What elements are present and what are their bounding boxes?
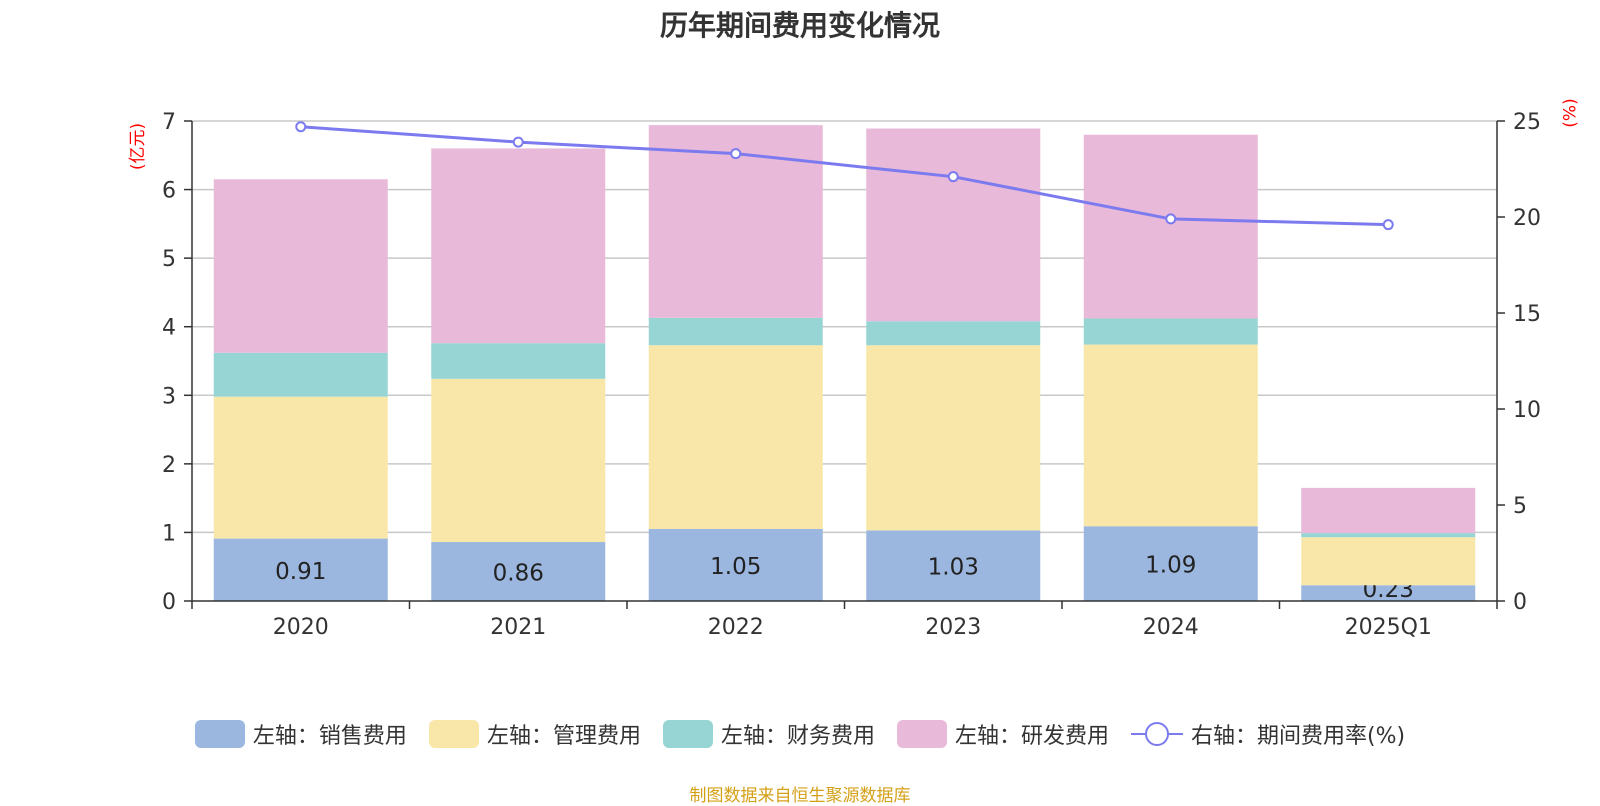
bar-segment-0-2025Q1 bbox=[1301, 585, 1476, 601]
bar-segment-2-2021 bbox=[431, 343, 606, 379]
bar-segment-3-2024 bbox=[1083, 134, 1258, 319]
data-source-note: 制图数据来自恒生聚源数据库 bbox=[689, 786, 911, 806]
bar-segment-2-2024 bbox=[1083, 318, 1258, 345]
bar-segment-2-2023 bbox=[866, 321, 1041, 346]
bar-segment-1-2023 bbox=[866, 345, 1041, 531]
legend-label-rnd: 左轴：研发费用 bbox=[954, 724, 1109, 749]
bar-data-label: 0.86 bbox=[493, 561, 544, 587]
rate-point bbox=[1165, 213, 1177, 225]
bar-segment-1-2021 bbox=[431, 378, 606, 543]
chart-title: 历年期间费用变化情况 bbox=[659, 9, 940, 42]
bar-segment-1-2025Q1 bbox=[1301, 537, 1476, 586]
rate-line bbox=[300, 125, 1389, 227]
rate-point bbox=[730, 148, 742, 160]
left-tick-label: 6 bbox=[162, 179, 176, 204]
x-tick-label: 2020 bbox=[273, 615, 329, 640]
bar-segment-3-2020 bbox=[213, 179, 388, 353]
bar-segment-0-2023 bbox=[866, 530, 1041, 601]
bar-segment-0-2022 bbox=[648, 529, 823, 601]
bar-segment-0-2020 bbox=[213, 538, 388, 601]
bar-segment-0-2024 bbox=[1083, 526, 1258, 601]
bar-data-label: 1.09 bbox=[1145, 553, 1196, 579]
left-tick-label: 4 bbox=[162, 316, 176, 341]
legend-item-admin[interactable]: 左轴：管理费用 bbox=[428, 718, 641, 750]
right-tick-label: 0 bbox=[1513, 590, 1527, 615]
bar-segment-3-2021 bbox=[431, 148, 606, 344]
x-tick-label: 2025Q1 bbox=[1345, 615, 1432, 640]
legend: 左轴：销售费用 左轴：管理费用 左轴：财务费用 左轴：研发费用 右轴：期间费用率… bbox=[0, 718, 1600, 750]
legend-swatch-admin bbox=[428, 720, 479, 748]
legend-item-rate[interactable]: 右轴：期间费用率(%) bbox=[1130, 718, 1406, 750]
right-tick-label: 5 bbox=[1513, 494, 1527, 519]
legend-label-admin: 左轴：管理费用 bbox=[486, 724, 641, 749]
legend-label-rate: 右轴：期间费用率(%) bbox=[1190, 724, 1406, 749]
bar-data-label: 1.03 bbox=[928, 555, 979, 581]
left-tick-label: 2 bbox=[162, 453, 176, 478]
left-tick-label: 1 bbox=[162, 521, 176, 546]
legend-label-finance: 左轴：财务费用 bbox=[720, 724, 875, 749]
legend-swatch-rnd bbox=[896, 720, 947, 748]
bar-segment-0-2021 bbox=[431, 542, 606, 601]
bar-data-label: 0.91 bbox=[275, 559, 326, 585]
legend-swatch-finance bbox=[662, 720, 713, 748]
left-tick-label: 7 bbox=[162, 110, 176, 135]
legend-label-sales: 左轴：销售费用 bbox=[252, 724, 407, 749]
bar-segment-1-2022 bbox=[648, 345, 823, 529]
bar-segment-2-2022 bbox=[648, 317, 823, 346]
x-tick-label: 2021 bbox=[490, 615, 546, 640]
left-tick-label: 0 bbox=[162, 590, 176, 615]
right-tick-label: 10 bbox=[1513, 398, 1541, 423]
rate-point bbox=[512, 136, 524, 148]
legend-item-finance[interactable]: 左轴：财务费用 bbox=[662, 718, 875, 750]
legend-item-rnd[interactable]: 左轴：研发费用 bbox=[896, 718, 1109, 750]
bar-segment-2-2025Q1 bbox=[1301, 533, 1476, 538]
x-tick-label: 2024 bbox=[1143, 615, 1199, 640]
legend-swatch-rate bbox=[1130, 722, 1183, 746]
bar-segment-2-2020 bbox=[213, 352, 388, 397]
right-tick-label: 20 bbox=[1513, 206, 1541, 231]
legend-item-sales[interactable]: 左轴：销售费用 bbox=[194, 718, 407, 750]
legend-swatch-sales bbox=[194, 720, 245, 748]
right-tick-label: 25 bbox=[1513, 110, 1541, 135]
bar-data-label: 1.05 bbox=[710, 554, 761, 580]
bar-segment-1-2024 bbox=[1083, 344, 1258, 527]
right-tick-label: 15 bbox=[1513, 302, 1541, 327]
left-tick-label: 5 bbox=[162, 247, 176, 272]
bar-segment-1-2020 bbox=[213, 396, 388, 539]
x-tick-label: 2023 bbox=[925, 615, 981, 640]
rate-point bbox=[1382, 219, 1394, 231]
bar-segment-3-2023 bbox=[866, 128, 1041, 322]
x-tick-label: 2022 bbox=[708, 615, 764, 640]
rate-point bbox=[295, 121, 307, 133]
rate-point bbox=[947, 171, 959, 183]
bar-segment-3-2025Q1 bbox=[1301, 487, 1476, 534]
left-tick-label: 3 bbox=[162, 384, 176, 409]
